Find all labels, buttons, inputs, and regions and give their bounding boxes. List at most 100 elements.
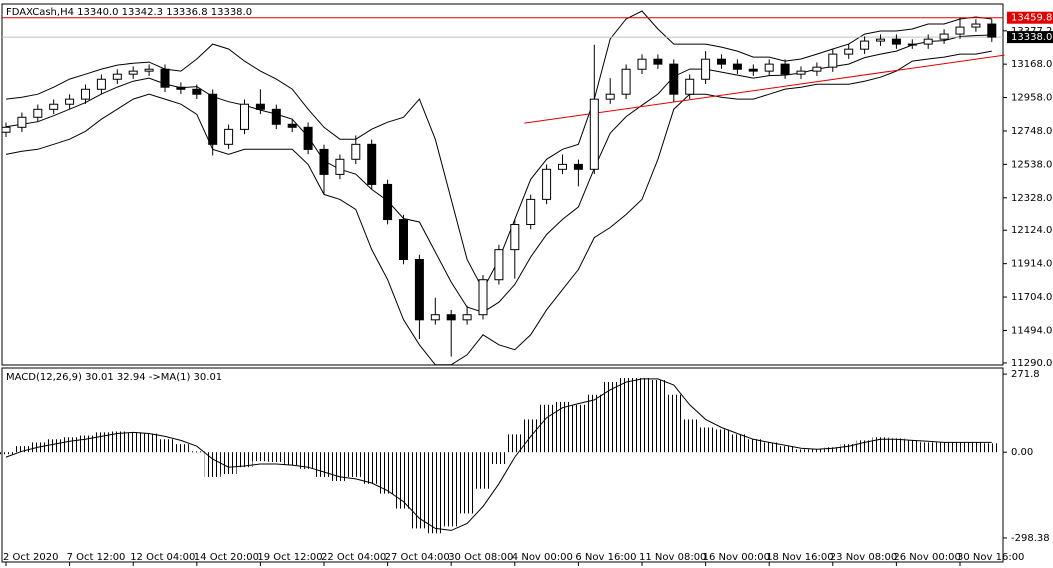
macd-bar bbox=[665, 394, 682, 453]
candle-body bbox=[764, 63, 774, 72]
macd-bar bbox=[268, 452, 285, 462]
candle-body bbox=[430, 314, 440, 321]
x-tick-label: 7 Oct 12:00 bbox=[67, 552, 126, 563]
macd-bar bbox=[904, 440, 921, 453]
candle-body bbox=[399, 219, 408, 261]
candle-body bbox=[510, 224, 520, 251]
candle-body bbox=[589, 98, 599, 170]
macd-bar bbox=[411, 452, 428, 529]
macd-bar bbox=[236, 452, 253, 468]
band-middle bbox=[5, 34, 992, 313]
macd-bar bbox=[459, 452, 476, 514]
candle-body bbox=[128, 70, 138, 75]
y-tick-label: 13168.0 bbox=[1011, 59, 1052, 70]
y-tick-label: 11290.0 bbox=[1011, 358, 1052, 369]
macd-title: MACD(12,26,9) 30.01 32.94 ->MA(1) 30.01 bbox=[6, 372, 222, 383]
x-tick-label: 6 Nov 16:00 bbox=[575, 552, 636, 563]
trendline bbox=[524, 54, 1005, 124]
macd-bar bbox=[872, 437, 889, 453]
candle-body bbox=[844, 48, 854, 55]
candle-body bbox=[176, 86, 186, 90]
candle-body bbox=[478, 279, 488, 316]
candle-body bbox=[414, 259, 424, 321]
macd-bar bbox=[808, 449, 825, 453]
candle-body bbox=[96, 78, 106, 90]
macd-bar bbox=[777, 446, 794, 453]
y-tick-label: 11914.0 bbox=[1011, 259, 1052, 270]
y-tick-label: 12958.0 bbox=[1011, 93, 1052, 104]
candle-body bbox=[796, 70, 806, 75]
candle-body bbox=[860, 40, 870, 50]
x-tick-label: 22 Oct 04:00 bbox=[321, 552, 386, 563]
candle-body bbox=[1, 126, 11, 133]
level-label-box bbox=[1007, 31, 1053, 44]
macd-bar bbox=[920, 442, 937, 453]
x-tick-label: 26 Nov 00:00 bbox=[893, 552, 960, 563]
macd-bar bbox=[300, 452, 317, 469]
macd-bar bbox=[284, 452, 301, 466]
chart-title: FDAXCash,H4 13340.0 13342.3 13336.8 1333… bbox=[6, 7, 252, 18]
candle-body bbox=[351, 143, 361, 160]
macd-bar bbox=[824, 447, 841, 453]
candle-body bbox=[33, 108, 43, 118]
macd-bar bbox=[45, 439, 62, 453]
y-tick-label: 12124.0 bbox=[1011, 225, 1052, 236]
macd-bar bbox=[967, 442, 984, 453]
macd-bar bbox=[395, 452, 412, 509]
macd-pane bbox=[1, 367, 1004, 563]
candle-body bbox=[65, 98, 75, 105]
candle-body bbox=[701, 58, 711, 80]
macd-bar bbox=[602, 382, 619, 453]
candle-body bbox=[367, 143, 377, 185]
candle-body bbox=[939, 33, 949, 40]
macd-bar bbox=[681, 419, 698, 453]
macd-bar bbox=[0, 452, 14, 455]
y-tick-label: 11704.0 bbox=[1011, 292, 1052, 303]
candle-body bbox=[907, 43, 917, 46]
y-tick-label: 271.8 bbox=[1011, 369, 1040, 380]
macd-bar bbox=[634, 378, 650, 453]
macd-bar bbox=[618, 378, 635, 453]
macd-bar bbox=[570, 404, 587, 453]
candle-body bbox=[49, 103, 59, 110]
candle-body bbox=[526, 198, 536, 226]
candle-body bbox=[144, 68, 154, 72]
candle-body bbox=[462, 314, 472, 321]
candle-body bbox=[542, 168, 552, 200]
macd-bar bbox=[793, 449, 809, 453]
candle-body bbox=[717, 58, 726, 65]
candle-body bbox=[637, 58, 647, 70]
candle-body bbox=[240, 103, 249, 130]
macd-bar bbox=[61, 437, 78, 453]
candle-body bbox=[685, 78, 695, 95]
candle-body bbox=[780, 63, 790, 75]
candle-body bbox=[812, 66, 822, 72]
candle-body bbox=[955, 26, 965, 35]
macd-bar bbox=[506, 434, 523, 453]
candle-body bbox=[748, 68, 758, 72]
macd-bar bbox=[713, 429, 730, 453]
macd-bar bbox=[204, 452, 221, 477]
candle-body bbox=[17, 116, 27, 128]
x-tick-label: 30 Nov 16:00 bbox=[957, 552, 1024, 563]
level-label-box bbox=[1007, 11, 1053, 24]
candle-body bbox=[224, 128, 234, 145]
candle-body bbox=[287, 123, 297, 128]
candle-body bbox=[891, 38, 901, 45]
candle-body bbox=[335, 158, 345, 175]
candle-body bbox=[494, 249, 504, 281]
price-pane bbox=[1, 3, 1004, 366]
candle-body bbox=[446, 314, 456, 321]
macd-bar bbox=[745, 439, 762, 453]
x-tick-label: 18 Nov 16:00 bbox=[766, 552, 833, 563]
macd-bar bbox=[363, 452, 380, 484]
x-tick-label: 23 Nov 08:00 bbox=[830, 552, 897, 563]
candle-body bbox=[81, 88, 90, 100]
candle-body bbox=[255, 103, 265, 110]
macd-bar bbox=[983, 443, 1000, 453]
macd-bar bbox=[586, 394, 603, 453]
macd-bar bbox=[888, 438, 905, 453]
candle-body bbox=[192, 88, 202, 95]
candle-body bbox=[383, 183, 393, 221]
